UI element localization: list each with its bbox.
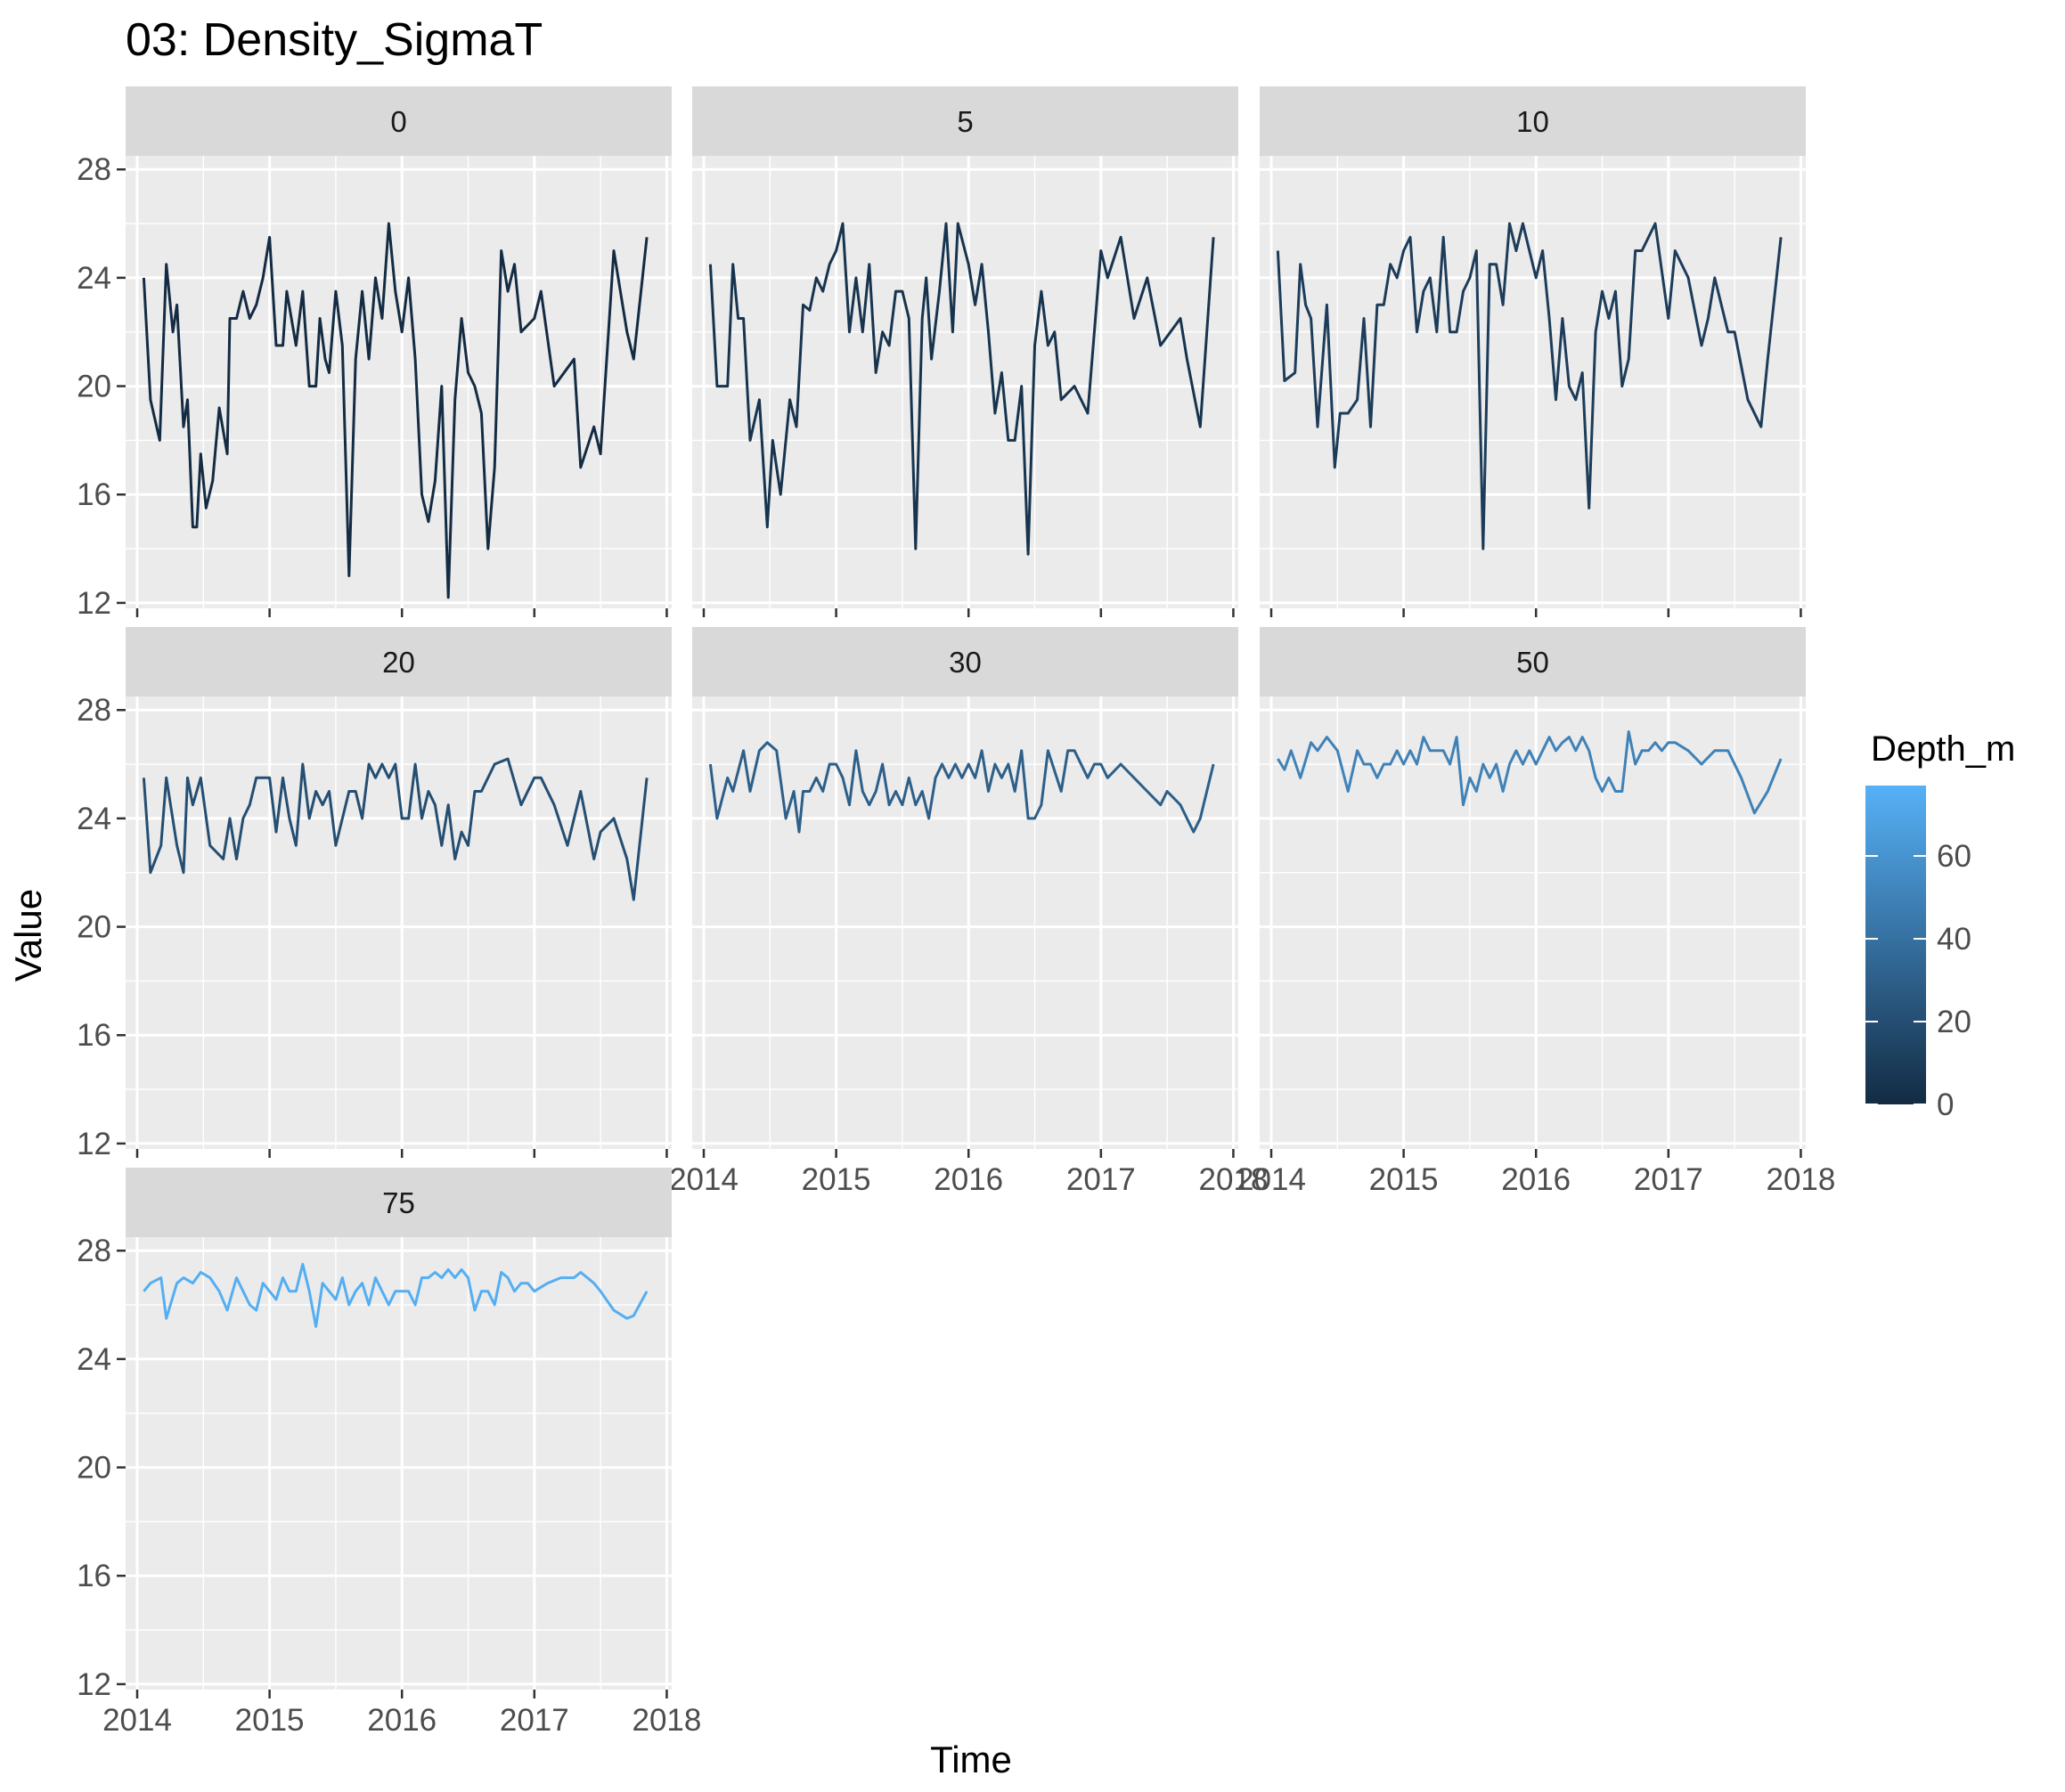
depth-legend: Depth_m 0 20 40 60 bbox=[1865, 729, 2015, 1122]
facet-strip bbox=[126, 627, 672, 696]
series-line-depth-0 bbox=[142, 222, 649, 599]
facet-panel-5: 5 bbox=[692, 86, 1238, 617]
facet-strip bbox=[126, 1168, 672, 1237]
facet-panel-50: 50 2014 2015 2016 2017 2018 bbox=[1237, 627, 1835, 1197]
facet-strip bbox=[692, 86, 1238, 156]
facet-panel-20: 20 12 16 20 24 28 bbox=[77, 627, 672, 1161]
x-tick-label: 2015 bbox=[802, 1162, 871, 1197]
y-tick-label: 12 bbox=[77, 586, 111, 621]
y-tick-label: 16 bbox=[77, 477, 111, 512]
x-tick-label: 2017 bbox=[1634, 1162, 1703, 1197]
legend-break-label: 0 bbox=[1937, 1087, 1954, 1122]
legend-title: Depth_m bbox=[1871, 729, 2015, 769]
facet-panel-10: 10 bbox=[1260, 86, 1806, 617]
y-tick-label: 20 bbox=[77, 370, 111, 404]
x-tick-label: 2014 bbox=[669, 1162, 739, 1197]
series-line-depth-30 bbox=[708, 741, 1215, 834]
x-tick-label: 2014 bbox=[1237, 1162, 1306, 1197]
y-tick-label: 28 bbox=[77, 693, 111, 728]
legend-break-label: 40 bbox=[1937, 922, 1971, 957]
panel-background bbox=[692, 156, 1238, 608]
panel-background bbox=[1260, 156, 1806, 608]
y-tick-label: 24 bbox=[77, 261, 111, 296]
y-tick-label: 16 bbox=[77, 1559, 111, 1593]
y-tick-label: 20 bbox=[77, 1451, 111, 1486]
facet-strip-label: 5 bbox=[957, 105, 973, 138]
panel-background bbox=[126, 156, 672, 608]
x-tick-label: 2018 bbox=[632, 1703, 701, 1738]
x-tick-label: 2016 bbox=[367, 1703, 437, 1738]
x-tick-label: 2017 bbox=[1066, 1162, 1136, 1197]
y-tick-label: 20 bbox=[77, 910, 111, 945]
x-tick-label: 2017 bbox=[500, 1703, 569, 1738]
legend-break-label: 20 bbox=[1937, 1005, 1971, 1039]
legend-colorbar bbox=[1865, 786, 1926, 1104]
facet-strip bbox=[692, 627, 1238, 696]
facet-strip-label: 50 bbox=[1516, 646, 1549, 679]
series-line-depth-75 bbox=[143, 1262, 649, 1328]
facet-strip bbox=[1260, 86, 1806, 156]
y-tick-label: 28 bbox=[77, 152, 111, 187]
panel-background bbox=[126, 1237, 672, 1690]
y-tick-label: 16 bbox=[77, 1018, 111, 1053]
legend-break-label: 60 bbox=[1937, 839, 1971, 874]
y-axis-title: Value bbox=[7, 889, 49, 982]
facet-strip-label: 30 bbox=[949, 646, 982, 679]
x-tick-label: 2018 bbox=[1766, 1162, 1835, 1197]
x-tick-label: 2016 bbox=[1501, 1162, 1571, 1197]
facet-strip-label: 20 bbox=[382, 646, 415, 679]
panel-background bbox=[1260, 696, 1806, 1149]
y-tick-label: 12 bbox=[77, 1667, 111, 1702]
facet-strip bbox=[126, 86, 672, 156]
series-line-depth-20 bbox=[142, 757, 649, 901]
y-tick-label: 12 bbox=[77, 1127, 111, 1161]
facet-strip-label: 0 bbox=[390, 105, 406, 138]
x-axis-title: Time bbox=[930, 1739, 1012, 1780]
series-line-depth-5 bbox=[708, 222, 1215, 556]
facet-strip bbox=[1260, 627, 1806, 696]
series-line-depth-50 bbox=[1277, 730, 1783, 815]
facet-panel-75: 75 12 16 20 24 28 2014 2015 2016 2017 2018 bbox=[77, 1168, 701, 1738]
x-tick-label: 2018 bbox=[1198, 1162, 1268, 1197]
x-tick-label: 2015 bbox=[1369, 1162, 1439, 1197]
x-tick-label: 2016 bbox=[934, 1162, 1003, 1197]
facet-strip-label: 75 bbox=[382, 1186, 415, 1219]
series-line-depth-10 bbox=[1276, 222, 1783, 550]
y-tick-label: 24 bbox=[77, 802, 111, 836]
y-tick-label: 24 bbox=[77, 1342, 111, 1377]
x-tick-label: 2015 bbox=[235, 1703, 305, 1738]
facet-panel-0: 0 12 16 20 24 28 bbox=[77, 86, 672, 621]
chart-title: 03: Density_SigmaT bbox=[126, 14, 543, 66]
y-tick-label: 28 bbox=[77, 1234, 111, 1268]
facet-strip-label: 10 bbox=[1516, 105, 1549, 138]
x-tick-label: 2014 bbox=[102, 1703, 172, 1738]
facet-panel-30: 30 2014 2015 2016 2017 2018 bbox=[669, 627, 1268, 1197]
panel-background bbox=[126, 696, 672, 1149]
